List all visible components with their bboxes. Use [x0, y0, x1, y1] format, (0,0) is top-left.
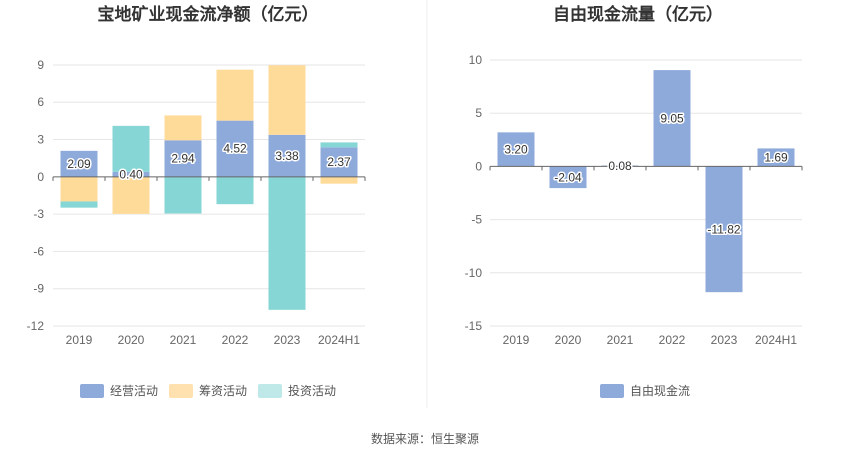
data-source: 数据来源：恒生聚源 — [371, 431, 479, 446]
bar — [268, 176, 306, 310]
x-tick-label: 2024H1 — [755, 333, 797, 347]
data-label: 2.94 — [171, 152, 195, 166]
y-tick-label: 5 — [475, 106, 482, 120]
chart-title: 宝地矿业现金流净额（亿元） — [98, 4, 319, 25]
legend-swatch — [600, 384, 624, 398]
data-label: 2.37 — [327, 155, 351, 169]
bar — [112, 171, 150, 177]
legend-label: 筹资活动 — [199, 384, 247, 398]
bar — [497, 132, 535, 167]
cash-flow-net-chart: 宝地矿业现金流净额（亿元） 9 6 3 0 -3 -6 -9 -12 2019 2020 2021 2… — [27, 4, 366, 398]
data-label: 4.52 — [223, 142, 247, 156]
y-tick-label: -10 — [465, 266, 483, 280]
x-tick-label: 2024H1 — [318, 333, 360, 347]
x-tick-label: 2021 — [170, 333, 197, 347]
bar — [757, 148, 795, 167]
data-label: 2.09 — [67, 157, 91, 171]
legend-label: 投资活动 — [288, 383, 336, 398]
bar — [705, 166, 743, 293]
data-label: -11.82 — [707, 222, 740, 236]
legend-swatch — [169, 384, 193, 398]
y-tick-label: 9 — [37, 58, 44, 72]
x-tick-label: 2022 — [659, 333, 686, 347]
bar — [216, 176, 254, 205]
y-tick-label: -15 — [465, 319, 483, 333]
y-tick-label: 0 — [475, 159, 482, 173]
x-tick-label: 2020 — [555, 333, 582, 347]
x-tick-label: 2020 — [118, 333, 145, 347]
y-tick-label: -5 — [471, 213, 482, 227]
free-cash-flow-chart: 自由现金流量（亿元） 10 5 0 -5 -10 -15 2019 2020 2021 2022 2… — [465, 4, 803, 398]
bar — [320, 176, 358, 184]
data-label: 0.40 — [119, 167, 143, 181]
x-tick-label: 2021 — [607, 333, 634, 347]
legend-swatch — [258, 384, 282, 398]
y-tick-label: -6 — [33, 244, 44, 258]
x-tick-label: 2019 — [503, 333, 530, 347]
legend-label: 经营活动 — [110, 384, 158, 398]
y-tick-label: 3 — [37, 133, 44, 147]
x-tick-label: 2023 — [274, 333, 301, 347]
bar — [549, 166, 587, 189]
data-label: 3.38 — [275, 149, 299, 163]
x-tick-label: 2022 — [222, 333, 249, 347]
bar — [164, 140, 202, 177]
y-tick-label: 10 — [469, 53, 483, 67]
data-label: -2.04 — [554, 170, 582, 184]
bar — [60, 201, 98, 208]
y-tick-label: -9 — [33, 282, 44, 296]
y-tick-label: -12 — [27, 319, 45, 333]
y-tick-label: 0 — [37, 170, 44, 184]
bar — [112, 176, 150, 214]
bar — [60, 176, 98, 202]
bar — [112, 125, 150, 172]
legend-swatch — [80, 384, 104, 398]
bar — [216, 120, 254, 177]
bar — [268, 65, 306, 135]
data-label: 1.69 — [764, 150, 788, 164]
chart-title: 自由现金流量（亿元） — [553, 4, 723, 25]
x-tick-label: 2019 — [66, 333, 93, 347]
y-tick-label: 6 — [37, 95, 44, 109]
bar — [320, 142, 358, 148]
bar — [653, 70, 691, 167]
data-label: 9.05 — [660, 111, 684, 125]
bar — [268, 134, 306, 177]
bar — [216, 69, 254, 121]
data-label: 3.20 — [504, 142, 528, 156]
bar — [60, 150, 98, 177]
y-tick-label: -3 — [33, 207, 44, 221]
bar — [164, 115, 202, 141]
bar — [164, 176, 202, 214]
legend-label: 自由现金流 — [630, 383, 690, 398]
bar — [320, 147, 358, 177]
x-tick-label: 2023 — [711, 333, 738, 347]
data-label: 0.08 — [608, 159, 632, 173]
